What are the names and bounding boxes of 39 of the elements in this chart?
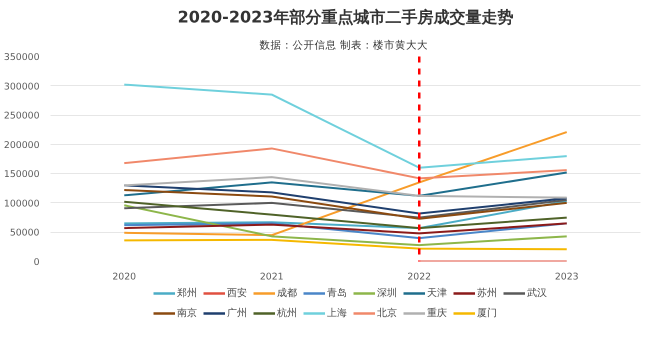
line-series <box>123 189 568 220</box>
legend-label: 成都 <box>277 286 297 300</box>
x-tick-label: 2021 <box>260 272 284 282</box>
line-series <box>123 176 568 199</box>
legend-label: 厦门 <box>477 306 497 320</box>
y-tick-label: 0 <box>34 257 40 268</box>
legend-label: 青岛 <box>327 286 347 300</box>
chart-title: 2020-2023年部分重点城市二手房成交量走势 <box>178 8 514 26</box>
legend-label: 西安 <box>227 286 247 300</box>
x-tick-label: 2020 <box>112 272 136 282</box>
legend-label: 天津 <box>427 286 447 300</box>
x-tick-label: 2023 <box>554 272 579 282</box>
y-tick-label: 250000 <box>4 110 40 122</box>
y-tick-label: 350000 <box>4 52 40 63</box>
x-tick-label: 2022 <box>407 272 432 282</box>
legend-label: 广州 <box>227 306 247 320</box>
y-tick-label: 150000 <box>4 169 40 180</box>
legend-label: 杭州 <box>277 306 297 320</box>
line-series <box>123 171 568 197</box>
y-tick-label: 100000 <box>4 198 40 210</box>
legend-label: 深圳 <box>377 286 397 300</box>
y-tick-label: 300000 <box>4 81 40 92</box>
legend-label: 南京 <box>177 306 197 320</box>
legend-label: 苏州 <box>477 286 497 300</box>
chart-subtitle: 数据：公开信息 制表：楼市黄大大 <box>260 38 428 52</box>
line-series <box>123 238 568 250</box>
legend-label: 重庆 <box>427 306 447 320</box>
y-tick-label: 50000 <box>10 228 40 239</box>
legend-label: 武汉 <box>527 286 547 300</box>
legend-label: 郑州 <box>177 286 197 300</box>
line-series <box>123 222 568 234</box>
line-series <box>123 147 568 180</box>
line-series <box>123 199 568 219</box>
y-tick-label: 200000 <box>4 140 40 151</box>
line-series <box>123 84 568 169</box>
line-series <box>123 184 568 214</box>
legend-label: 北京 <box>377 306 397 320</box>
line-series <box>123 131 568 236</box>
legend-label: 上海 <box>327 306 347 320</box>
